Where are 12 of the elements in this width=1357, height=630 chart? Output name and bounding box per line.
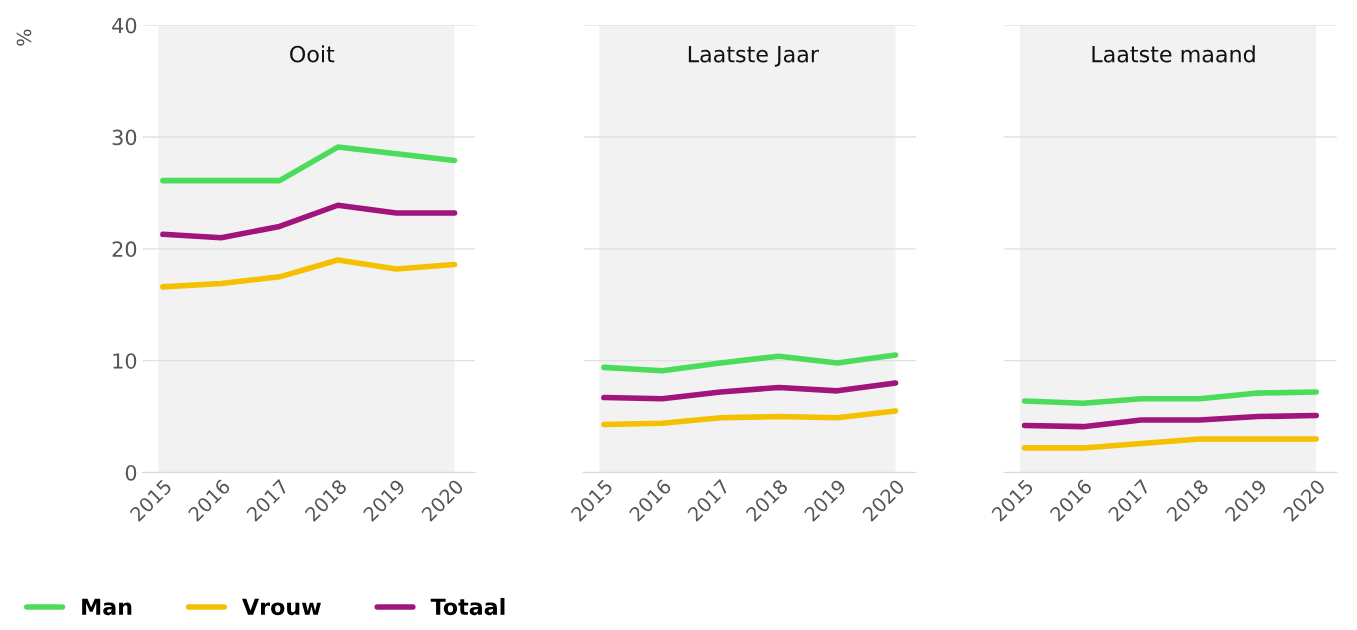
y-tick-label: 10 bbox=[113, 353, 137, 369]
y-tick-label: 30 bbox=[112, 129, 137, 146]
text: Laatste maand bbox=[1092, 45, 1255, 63]
y-tick-label: 0 bbox=[125, 464, 137, 481]
y-tick-label: 40 bbox=[112, 17, 137, 34]
legend-label: Vrouw bbox=[242, 598, 321, 616]
legend-label: Man bbox=[82, 598, 132, 616]
text: Ooit bbox=[290, 45, 335, 63]
y-tick-label: 20 bbox=[112, 241, 137, 258]
text: Laatste Jaar bbox=[688, 46, 819, 67]
y-axis-title: % bbox=[16, 29, 32, 46]
legend-label: Totaal bbox=[430, 597, 505, 616]
